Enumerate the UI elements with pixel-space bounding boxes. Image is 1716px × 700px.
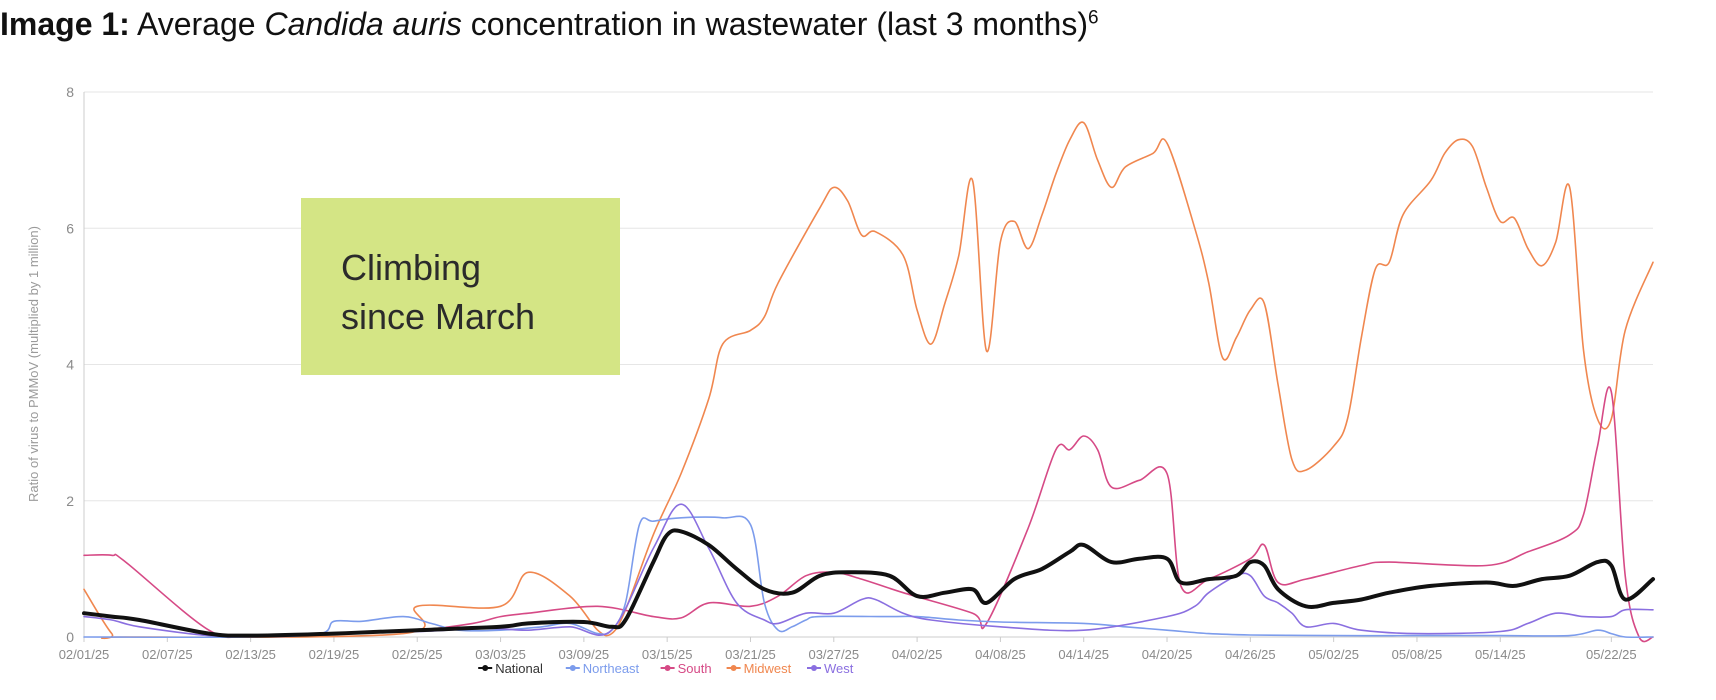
x-tick-label: 04/08/25 <box>975 647 1026 662</box>
heading-text-before: Average <box>136 6 265 42</box>
legend-marker-south <box>664 665 671 671</box>
series-line-south <box>83 386 1654 643</box>
x-tick-label: 05/22/25 <box>1586 647 1637 662</box>
x-tick-label: 03/03/25 <box>475 647 526 662</box>
x-tick-label: 02/01/25 <box>59 647 110 662</box>
x-tick-label: 02/07/25 <box>142 647 193 662</box>
x-tick-label: 04/26/25 <box>1225 647 1276 662</box>
x-tick-label: 05/08/25 <box>1392 647 1443 662</box>
x-tick-labels: 02/01/25 02/07/25 02/13/25 02/19/25 02/25/25… <box>59 637 1637 662</box>
y-tick-label: 2 <box>66 493 74 509</box>
x-tick-label: 03/09/25 <box>559 647 610 662</box>
legend-label-midwest: Midwest <box>744 661 792 676</box>
series-line-northeast <box>83 515 1654 639</box>
callout-line-1: Climbing <box>341 247 482 288</box>
series-line-midwest <box>83 121 1654 640</box>
heading-footnote: 6 <box>1087 7 1099 29</box>
heading-species: Candida auris <box>264 6 462 42</box>
heading-text-after: concentration in wastewater (last 3 mont… <box>461 6 1088 42</box>
legend-marker-midwest <box>730 665 737 671</box>
legend-label-south: South <box>678 661 712 676</box>
series-lines <box>82 121 1655 643</box>
callout-line-2: since March <box>341 296 536 337</box>
x-tick-label: 02/25/25 <box>392 647 443 662</box>
series-line-national <box>82 528 1655 638</box>
x-tick-label: 04/14/25 <box>1058 647 1109 662</box>
annotation-callout: Climbing since March <box>301 198 620 375</box>
x-tick-label: 02/13/25 <box>225 647 276 662</box>
y-axis-label: Ratio of virus to PMMoV (multiplied by 1… <box>26 226 41 502</box>
legend-label-northeast: Northeast <box>583 661 640 676</box>
y-tick-label: 6 <box>66 220 74 236</box>
legend-marker-northeast <box>569 665 576 671</box>
legend-label-west: West <box>824 661 854 676</box>
x-tick-label: 04/20/25 <box>1142 647 1193 662</box>
y-tick-label: 0 <box>66 629 74 645</box>
legend-marker-west <box>811 665 817 671</box>
x-tick-label: 03/27/25 <box>808 647 859 662</box>
legend-marker-national <box>482 665 489 671</box>
x-tick-label: 02/19/25 <box>309 647 360 662</box>
y-tick-labels: 0 2 4 6 8 <box>66 84 74 645</box>
y-tick-label: 8 <box>66 84 74 100</box>
legend-label-national: National <box>495 661 543 676</box>
x-tick-label: 05/02/25 <box>1308 647 1359 662</box>
figure-heading: Image 1: Average Candida auris concentra… <box>0 6 1099 43</box>
y-tick-label: 4 <box>66 357 74 373</box>
figure-label: Image 1: <box>0 6 130 42</box>
x-tick-label: 03/21/25 <box>725 647 776 662</box>
legend: National Northeast South Midwest West <box>478 661 854 676</box>
x-tick-label: 03/15/25 <box>642 647 693 662</box>
x-tick-label: 04/02/25 <box>892 647 943 662</box>
x-tick-label: 05/14/25 <box>1475 647 1526 662</box>
